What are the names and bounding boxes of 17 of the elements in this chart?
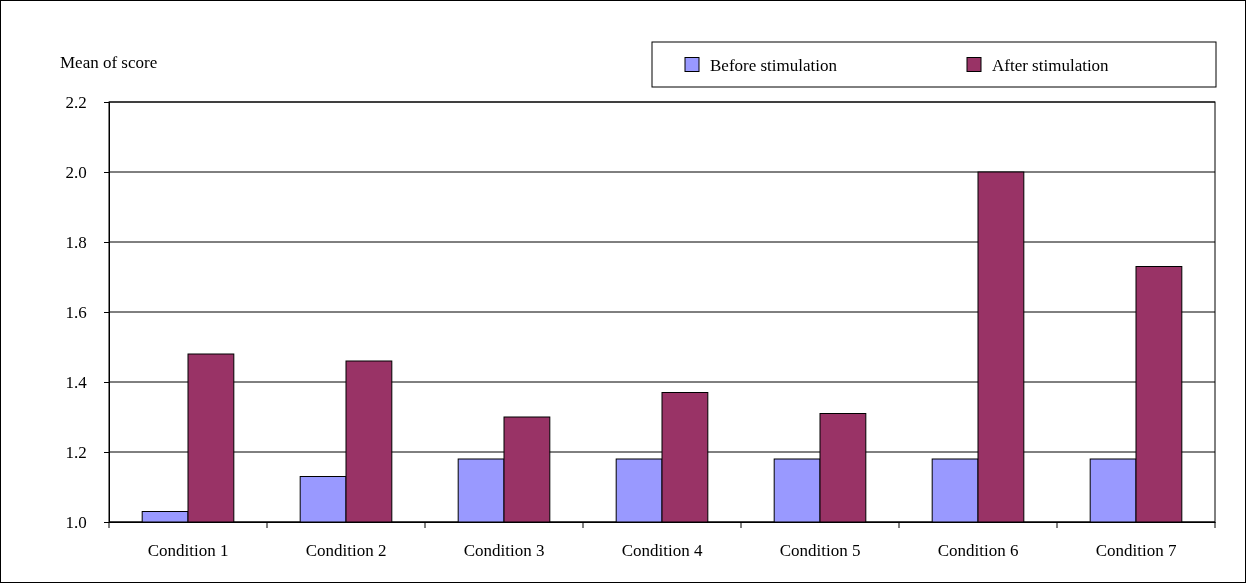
- y-tick-label: 1.4: [65, 372, 88, 392]
- y-tick-label: 2.0: [65, 162, 87, 182]
- legend-label: Before stimulation: [710, 55, 838, 75]
- x-tick-label: Condition 4: [621, 541, 703, 561]
- x-tick-label: Condition 6: [937, 541, 1019, 561]
- y-axis-title: Mean of score: [60, 53, 158, 72]
- y-tick-label: 1.6: [65, 302, 87, 322]
- legend-label: After stimulation: [992, 55, 1110, 75]
- x-tick-label: Condition 7: [1095, 541, 1177, 561]
- x-tick-label: Condition 3: [463, 541, 545, 561]
- x-tick-label: Condition 5: [779, 541, 861, 561]
- y-tick-label: 2.2: [65, 92, 87, 112]
- x-tick-label: Condition 2: [305, 541, 387, 561]
- x-tick-label: Condition 1: [147, 541, 229, 561]
- y-tick-label: 1.0: [65, 512, 87, 532]
- y-tick-label: 1.8: [65, 232, 87, 252]
- y-tick-label: 1.2: [65, 442, 87, 462]
